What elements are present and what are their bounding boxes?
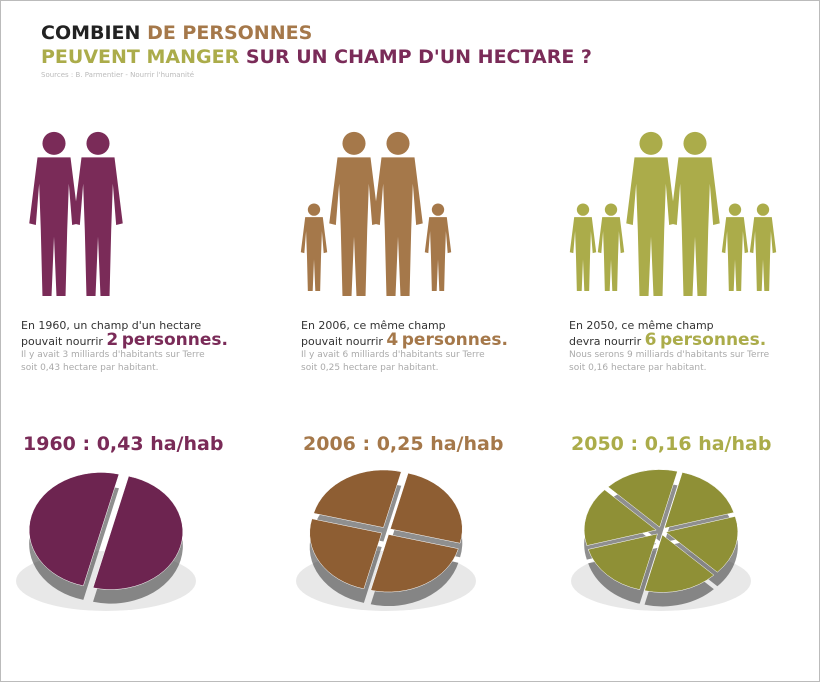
verb: pouvait nourrir xyxy=(301,335,383,348)
pie-slice xyxy=(309,518,383,590)
intro: En 2006, ce même champ xyxy=(301,319,446,332)
person-head xyxy=(86,131,110,155)
person xyxy=(424,203,452,291)
person-body xyxy=(424,217,452,291)
person-body xyxy=(329,157,379,296)
person xyxy=(329,131,379,296)
person-body xyxy=(626,157,676,296)
person xyxy=(626,131,676,296)
person xyxy=(300,203,328,291)
person-head xyxy=(307,203,321,216)
pie-slice xyxy=(370,534,459,593)
source: Sources : B. Parmentier - Nourrir l'huma… xyxy=(41,71,195,79)
verb: devra nourrir xyxy=(569,335,642,348)
persons-count: 6 xyxy=(644,330,657,350)
note: soit 0,43 hectare par habitant. xyxy=(21,363,159,373)
person-head xyxy=(431,203,445,216)
panel-text: En 1960, un champ d'un hectare pouvait no… xyxy=(21,319,228,375)
pie-slice xyxy=(389,472,463,544)
person-body xyxy=(749,217,777,291)
pie-slice xyxy=(607,469,678,528)
pie-slice xyxy=(313,469,402,528)
person xyxy=(29,131,79,296)
persons-unit: personnes. xyxy=(659,330,767,350)
pie-slice xyxy=(92,475,184,590)
persons-count: 2 xyxy=(106,330,119,350)
persons-unit: personnes. xyxy=(401,330,508,350)
verb: pouvait nourrir xyxy=(21,335,103,348)
person xyxy=(373,131,423,296)
title-olive: PEUVENT MANGER xyxy=(41,46,240,68)
title-line1: COMBIEN DE PERSONNES xyxy=(41,21,592,45)
note: Il y avait 3 milliards d'habitants sur T… xyxy=(21,350,205,360)
title-line2: PEUVENT MANGER SUR UN CHAMP D'UN HECTARE… xyxy=(41,45,592,69)
pie-slice xyxy=(587,533,658,590)
title: COMBIEN DE PERSONNES PEUVENT MANGER SUR … xyxy=(41,21,592,79)
note: Nous serons 9 milliards d'habitants sur … xyxy=(569,350,770,360)
pie-slice xyxy=(665,516,739,573)
person xyxy=(597,203,625,291)
person-head xyxy=(756,203,770,216)
person-head xyxy=(683,131,707,155)
person xyxy=(749,203,777,291)
persons-count: 4 xyxy=(386,330,399,350)
feeds: pouvait nourrir 2 personnes. xyxy=(21,330,228,350)
pie-slice xyxy=(644,534,715,593)
person-head xyxy=(342,131,366,155)
person-body xyxy=(670,157,720,296)
title-purple: SUR UN CHAMP D'UN HECTARE ? xyxy=(245,46,592,68)
person-body xyxy=(721,217,749,291)
pie-slice xyxy=(664,472,735,529)
persons-unit: personnes. xyxy=(121,330,228,350)
person-head xyxy=(576,203,590,216)
pie-slice xyxy=(28,472,120,587)
panel-heading: 1960 : 0,43 ha/hab xyxy=(23,433,224,455)
panel-heading: 2006 : 0,25 ha/hab xyxy=(303,433,504,455)
person-body xyxy=(73,157,123,296)
person-body xyxy=(569,217,597,291)
person xyxy=(73,131,123,296)
note: soit 0,25 hectare par habitant. xyxy=(301,363,439,373)
title-dark: COMBIEN xyxy=(41,22,141,44)
person-head xyxy=(639,131,663,155)
person-body xyxy=(29,157,79,296)
person-body xyxy=(597,217,625,291)
panel-text: En 2006, ce même champ pouvait nourrir 4 … xyxy=(301,319,508,375)
panel-text: En 2050, ce même champ devra nourrir 6 pe… xyxy=(569,319,769,375)
intro: En 1960, un champ d'un hectare xyxy=(21,319,202,332)
person-body xyxy=(373,157,423,296)
feeds: devra nourrir 6 personnes. xyxy=(569,330,769,350)
feeds: pouvait nourrir 4 personnes. xyxy=(301,330,508,350)
person xyxy=(721,203,749,291)
person-head xyxy=(42,131,66,155)
title-light: DE PERSONNES xyxy=(147,22,313,44)
note: soit 0,16 hectare par habitant. xyxy=(569,363,707,373)
person xyxy=(670,131,720,296)
person-head xyxy=(386,131,410,155)
intro: En 2050, ce même champ xyxy=(569,319,714,332)
note: Il y avait 6 milliards d'habitants sur T… xyxy=(301,350,485,360)
pie-slice xyxy=(583,489,657,546)
person-head xyxy=(604,203,618,216)
panel-heading: 2050 : 0,16 ha/hab xyxy=(571,433,772,455)
person xyxy=(569,203,597,291)
person-head xyxy=(728,203,742,216)
person-body xyxy=(300,217,328,291)
